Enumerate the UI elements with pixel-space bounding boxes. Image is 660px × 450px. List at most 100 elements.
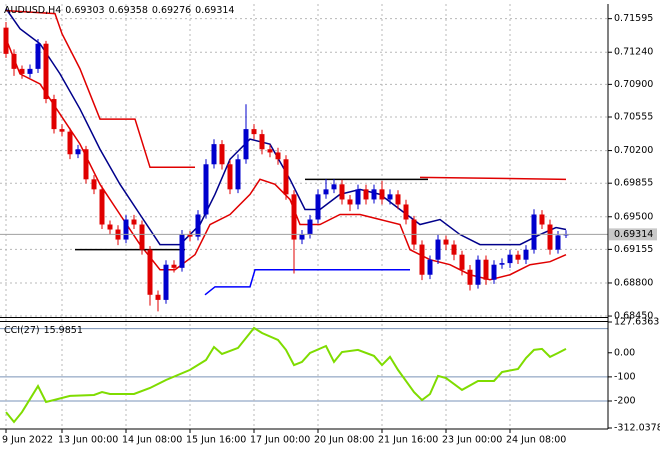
- x-tick-label: 17 Jun 00:00: [250, 435, 310, 446]
- candle-body: [211, 144, 217, 165]
- candle-body: [443, 239, 449, 245]
- candle-body: [67, 131, 73, 155]
- indicator-line: [5, 9, 195, 169]
- x-tick-label: 20 Jun 08:00: [314, 435, 374, 446]
- close-value: 0.69314: [195, 5, 234, 16]
- candle-body: [547, 224, 553, 250]
- candle-body: [523, 249, 529, 260]
- candle-body: [43, 43, 49, 100]
- candle-body: [187, 234, 193, 237]
- y-tick-label: -312.0378: [614, 423, 660, 434]
- candle-body: [339, 184, 345, 200]
- candle-body: [59, 129, 65, 132]
- symbol: AUDUSD,H4: [4, 5, 61, 16]
- x-tick-label: 24 Jun 08:00: [506, 435, 566, 446]
- candle-body: [227, 164, 233, 190]
- candle-body: [75, 149, 81, 155]
- y-tick-label: 0.71595: [614, 13, 653, 24]
- candle-body: [507, 254, 513, 264]
- y-tick-label: 0.70200: [614, 145, 653, 156]
- candle-body: [355, 189, 361, 205]
- candle-body: [451, 244, 457, 255]
- candle-body: [531, 214, 537, 250]
- candle-body: [147, 249, 153, 295]
- candle-body: [315, 194, 321, 220]
- candle-body: [243, 129, 249, 160]
- x-tick-label: 13 Jun 00:00: [58, 435, 118, 446]
- candle-body: [411, 219, 417, 245]
- candle-body: [467, 269, 473, 285]
- x-tick-label: 9 Jun 2022: [2, 435, 53, 446]
- y-tick-label: 0.69855: [614, 178, 653, 189]
- candle-body: [483, 259, 489, 280]
- candle-body: [387, 194, 393, 200]
- candle-body: [219, 144, 225, 165]
- indicator-value: 15.9851: [44, 325, 83, 336]
- candle-body: [555, 235, 561, 250]
- candle-body: [251, 129, 257, 135]
- candle-body: [435, 239, 441, 260]
- candle-body: [3, 27, 9, 54]
- candle-body: [539, 214, 545, 225]
- candle-body: [139, 224, 145, 250]
- candle-body: [291, 194, 297, 240]
- candle-body: [19, 68, 25, 74]
- y-tick-label: 0.69155: [614, 244, 653, 255]
- candle-body: [27, 68, 33, 74]
- price-tag-label: 0.69314: [614, 229, 653, 240]
- candle-body: [459, 254, 465, 270]
- high-value: 0.69358: [109, 5, 148, 16]
- candle-body: [563, 234, 569, 236]
- candle-body: [363, 189, 369, 200]
- candle-body: [419, 244, 425, 275]
- candle-body: [275, 152, 281, 160]
- candle-body: [379, 189, 385, 200]
- candle-body: [331, 184, 337, 190]
- candle-body: [235, 159, 241, 190]
- indicator-line: [419, 176, 567, 181]
- candle-body: [91, 179, 97, 190]
- candle-body: [179, 234, 185, 268]
- y-tick-label: -200: [614, 395, 636, 406]
- y-tick-label: 0.68800: [614, 277, 653, 288]
- open-value: 0.69303: [65, 5, 104, 16]
- candle-body: [491, 264, 497, 280]
- candle-body: [123, 219, 129, 240]
- candle-body: [283, 159, 289, 195]
- indicator-header: CCI(27) 15.9851: [4, 325, 83, 336]
- candle-body: [107, 224, 113, 230]
- candle-body: [171, 264, 177, 268]
- indicator-line: [5, 326, 567, 424]
- x-tick-label: 23 Jun 00:00: [442, 435, 502, 446]
- candle-body: [155, 294, 161, 300]
- candle-body: [515, 254, 521, 260]
- candle-body: [499, 263, 505, 265]
- y-tick-label: 0.71240: [614, 47, 653, 58]
- candle-body: [371, 189, 377, 200]
- candle-body: [35, 43, 41, 69]
- y-tick-label: 0.70900: [614, 79, 653, 90]
- x-tick-label: 21 Jun 16:00: [378, 435, 438, 446]
- y-tick-label: 0.00: [614, 347, 635, 358]
- y-tick-label: 0.70555: [614, 112, 653, 123]
- x-tick-label: 15 Jun 16:00: [186, 435, 246, 446]
- candle-body: [323, 189, 329, 195]
- candle-body: [475, 259, 481, 285]
- plot-layer: [0, 4, 608, 429]
- y-tick-label: 127.6363: [614, 317, 659, 328]
- candle-body: [51, 99, 57, 130]
- price-tag: [609, 228, 657, 241]
- candle-body: [267, 149, 273, 153]
- candle-body: [427, 259, 433, 275]
- candle-body: [307, 219, 313, 235]
- candle-body: [11, 53, 17, 69]
- candle-body: [131, 219, 137, 225]
- candle-body: [203, 164, 209, 215]
- y-tick-label: 0.68450: [614, 311, 653, 322]
- candle-body: [99, 189, 105, 225]
- candle-body: [259, 134, 265, 150]
- candle-body: [347, 199, 353, 205]
- candle-body: [163, 264, 169, 300]
- indicator-title: CCI(27): [4, 325, 40, 336]
